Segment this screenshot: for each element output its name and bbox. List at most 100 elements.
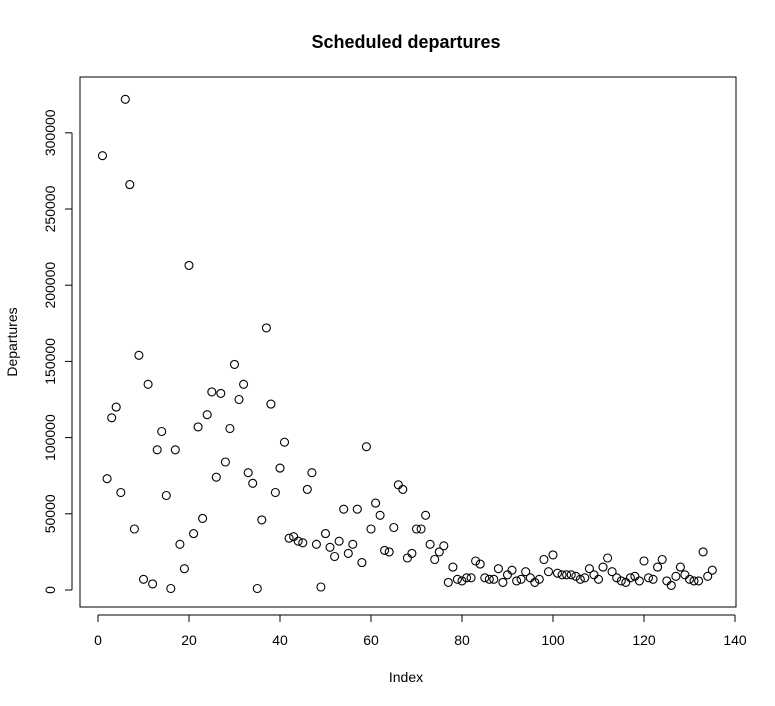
data-point <box>239 379 249 389</box>
data-point <box>584 564 594 574</box>
data-point <box>120 94 130 104</box>
data-point <box>480 573 490 583</box>
data-point <box>694 576 704 586</box>
x-tick-label: 60 <box>363 632 379 648</box>
y-tick-label: 100000 <box>42 414 58 461</box>
data-point <box>462 573 472 583</box>
data-point <box>421 510 431 520</box>
data-point <box>575 574 585 584</box>
data-point <box>202 410 212 420</box>
data-point <box>189 529 199 539</box>
data-point <box>125 180 135 190</box>
data-point <box>653 562 663 572</box>
x-axis: 0 20 40 60 80 100 120 140 <box>94 614 747 648</box>
data-point <box>593 574 604 584</box>
y-tick-label: 200000 <box>42 262 58 309</box>
data-point <box>275 463 285 473</box>
data-point <box>148 579 158 589</box>
data-point <box>380 545 390 555</box>
data-point <box>339 504 349 514</box>
data-point <box>466 573 476 583</box>
data-point <box>248 478 258 488</box>
data-point <box>229 359 240 369</box>
data-point <box>207 387 217 397</box>
data-point <box>580 573 590 583</box>
data-point <box>703 571 713 581</box>
data-point <box>607 567 617 577</box>
data-point <box>484 574 494 584</box>
data-point <box>662 576 672 586</box>
data-point <box>707 565 717 575</box>
data-point <box>302 484 312 494</box>
data-point <box>411 524 422 534</box>
data-point <box>534 574 544 584</box>
x-tick-label: 0 <box>94 632 102 648</box>
data-point <box>320 529 331 539</box>
data-point <box>357 558 367 568</box>
data-point <box>512 576 522 586</box>
data-point <box>175 539 185 549</box>
data-point <box>289 532 299 542</box>
data-point <box>243 468 253 478</box>
data-point <box>539 554 549 565</box>
data-point <box>352 504 362 514</box>
data-point <box>666 580 676 590</box>
data-point <box>129 524 139 534</box>
x-tick-label: 140 <box>723 632 747 648</box>
data-point <box>507 565 517 575</box>
data-point <box>439 541 449 551</box>
data-point <box>170 445 180 455</box>
x-tick-label: 20 <box>181 632 197 648</box>
y-axis: 0 50000 100000 150000 200000 250000 300000 <box>42 109 73 594</box>
y-tick-label: 150000 <box>42 338 58 385</box>
data-point <box>434 547 444 557</box>
data-point <box>475 559 485 569</box>
data-point <box>257 515 267 525</box>
y-tick-label: 50000 <box>42 494 58 533</box>
data-point <box>184 260 194 270</box>
y-tick-label: 0 <box>42 586 58 594</box>
y-tick-label: 250000 <box>42 185 58 232</box>
data-point <box>298 538 308 548</box>
data-point <box>457 576 467 586</box>
data-point <box>279 437 290 447</box>
data-point <box>621 577 631 587</box>
data-point <box>307 468 317 478</box>
data-point <box>452 574 462 584</box>
data-point <box>425 539 435 549</box>
data-point <box>293 536 303 546</box>
data-point <box>557 570 567 580</box>
data-points <box>97 94 717 594</box>
data-point <box>252 583 262 594</box>
data-point <box>639 556 649 566</box>
data-point <box>220 457 230 467</box>
data-point <box>616 576 626 586</box>
data-point <box>389 522 399 533</box>
data-point <box>407 548 417 558</box>
data-point <box>589 570 599 580</box>
data-point <box>234 394 244 405</box>
data-point <box>689 576 699 586</box>
data-point <box>552 568 563 578</box>
data-point <box>402 553 412 563</box>
data-point <box>562 570 572 580</box>
data-point <box>603 553 613 563</box>
data-point <box>270 487 280 498</box>
data-point <box>502 570 513 580</box>
chart-title: Scheduled departures <box>311 32 500 52</box>
data-point <box>493 564 503 574</box>
data-point <box>598 562 608 572</box>
data-point <box>471 556 481 566</box>
data-point <box>684 574 695 584</box>
data-point <box>116 487 126 498</box>
data-point <box>330 551 340 562</box>
data-point <box>161 490 171 501</box>
data-point <box>657 554 667 565</box>
data-point <box>498 577 508 587</box>
data-point <box>625 573 635 583</box>
data-point <box>102 474 112 484</box>
data-point <box>543 567 554 577</box>
data-point <box>384 547 394 557</box>
data-point <box>97 151 108 161</box>
